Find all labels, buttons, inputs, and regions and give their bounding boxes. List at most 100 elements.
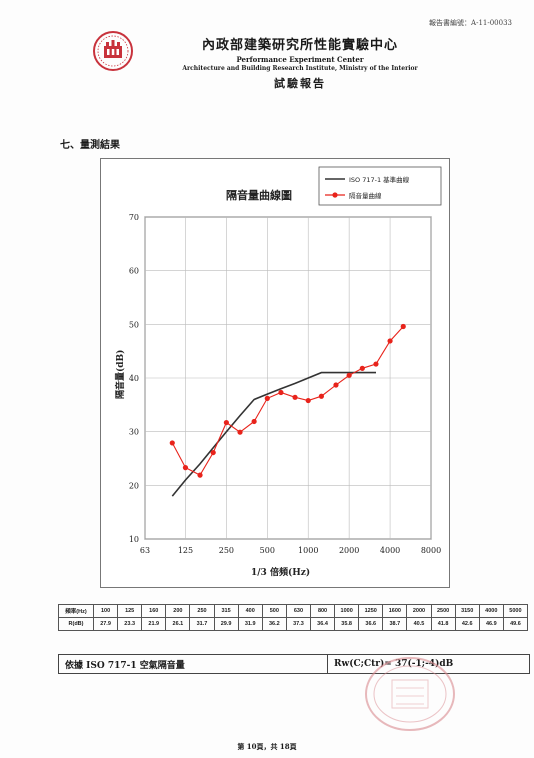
table-row-head-r: R(dB) — [58, 617, 94, 631]
y-tick-label: 60 — [129, 267, 139, 276]
table-cell-frequency: 1000 — [334, 604, 360, 618]
x-tick-label: 1000 — [298, 546, 318, 555]
rating-result: 依據 ISO 717-1 空氣隔音量 Rw(C;Ctr)= 37(-1;-4)d… — [58, 654, 530, 674]
table-cell-value: 26.1 — [165, 617, 191, 631]
table-cell-value: 46.9 — [478, 617, 504, 631]
table-cell-value: 23.3 — [117, 617, 143, 631]
table-cell-frequency: 500 — [261, 604, 287, 618]
official-seal-icon — [365, 657, 455, 731]
chart-xlabel: 1/3 倍頻(Hz) — [251, 566, 310, 578]
chart-grid — [144, 216, 432, 540]
table-cell-frequency: 160 — [141, 604, 167, 618]
table-cell-value: 27.9 — [92, 617, 119, 631]
table-cell-value: 37.3 — [285, 617, 311, 631]
chart-title: 隔音量曲線圖 — [226, 188, 292, 202]
table-row-head-frequency: 頻率(Hz) — [58, 604, 94, 618]
table-cell-frequency: 1250 — [358, 604, 384, 618]
y-tick-label: 40 — [129, 374, 139, 383]
y-tick-label: 20 — [129, 481, 139, 490]
data-point — [305, 397, 311, 404]
org-parent-english: Architecture and Building Research Insti… — [182, 65, 418, 72]
legend-entry-reference: ISO 717-1 基準曲線 — [349, 175, 410, 184]
data-point — [251, 418, 257, 425]
rating-label: 依據 ISO 717-1 空氣隔音量 — [65, 660, 185, 671]
x-tick-label: 125 — [178, 546, 193, 555]
page-number: 第 10頁，共 18頁 — [237, 742, 297, 751]
x-tick-label: 63 — [140, 546, 150, 555]
table-cell-value: 42.6 — [454, 617, 480, 631]
table-cell-frequency: 250 — [189, 604, 215, 618]
table-row-frequency: 頻率(Hz) 100 125 160 200 250 315 400 500 630 800 100… — [58, 604, 529, 618]
data-point — [182, 465, 189, 471]
table-cell-value: 29.9 — [213, 617, 239, 631]
table-cell-value: 36.2 — [261, 617, 287, 631]
y-tick-label: 70 — [129, 213, 139, 222]
data-point — [387, 338, 393, 344]
data-point — [373, 361, 379, 367]
data-point — [237, 429, 243, 435]
table-cell-frequency: 800 — [309, 604, 336, 618]
chart-ylabel: 隔音量(dB) — [114, 350, 126, 399]
legend-entry-measured: 隔音量曲線 — [349, 191, 382, 200]
table-cell-value: 35.8 — [334, 617, 360, 631]
x-tick-label: 8000 — [421, 546, 441, 555]
data-point — [318, 393, 325, 399]
table-cell-value: 36.6 — [358, 617, 384, 631]
table-cell-frequency: 3150 — [454, 604, 480, 618]
data-point — [346, 372, 352, 378]
x-tick-label: 4000 — [380, 546, 400, 555]
chart-legend: ISO 717-1 基準曲線 隔音量曲線 — [318, 166, 442, 206]
table-cell-value: 40.5 — [406, 617, 432, 631]
chart-series — [169, 323, 406, 497]
report-number: 報告書編號：A-11-00033 — [429, 19, 512, 27]
table-cell-value: 31.9 — [237, 617, 263, 631]
table-cell-frequency: 4000 — [478, 604, 504, 618]
report-header: 內政部建築研究所性能實驗中心 Performance Experiment Ce… — [150, 34, 450, 91]
table-cell-frequency: 200 — [165, 604, 191, 618]
table-cell-value: 49.6 — [502, 617, 529, 631]
series-line-reference — [171, 371, 376, 497]
org-name-chinese: 內政部建築研究所性能實驗中心 — [201, 38, 398, 53]
table-cell-frequency: 5000 — [502, 604, 529, 618]
data-point — [223, 419, 229, 426]
table-cell-frequency: 2500 — [430, 604, 456, 618]
table-row-values: R(dB) 27.9 23.3 21.9 26.1 31.7 29.9 31.9 36.2 37… — [58, 617, 529, 631]
data-point — [278, 389, 284, 396]
chart-frame: 10 20 30 40 50 60 70 63 125 250 500 1000 2000 4000 800… — [100, 158, 450, 588]
x-tick-label: 250 — [219, 546, 234, 555]
x-tick-label: 2000 — [339, 546, 359, 555]
table-cell-value: 31.7 — [189, 617, 215, 631]
data-point — [197, 472, 203, 478]
data-point — [292, 394, 298, 400]
sound-insulation-chart: 10 20 30 40 50 60 70 63 125 250 500 1000 2000 4000 800… — [114, 166, 442, 578]
table-cell-frequency: 400 — [237, 604, 263, 618]
y-tick-label: 50 — [129, 320, 139, 329]
data-point — [333, 382, 339, 388]
institute-logo-icon — [93, 31, 133, 71]
table-cell-value: 41.8 — [430, 617, 456, 631]
y-tick-label: 30 — [129, 428, 139, 437]
table-cell-frequency: 2000 — [406, 604, 432, 618]
table-cell-frequency: 315 — [213, 604, 239, 618]
data-point — [210, 449, 216, 456]
table-cell-frequency: 1600 — [382, 604, 408, 618]
data-point — [400, 323, 406, 330]
data-point — [264, 395, 270, 401]
x-tick-label: 500 — [260, 546, 275, 555]
table-cell-frequency: 125 — [117, 604, 143, 618]
org-name-english: Performance Experiment Center — [236, 55, 364, 64]
chart-tick-labels: 10 20 30 40 50 60 70 63 125 250 500 1000 2000 4000 800… — [129, 213, 441, 555]
frequency-data-table: 頻率(Hz) 100 125 160 200 250 315 400 500 630 800 100… — [58, 604, 529, 631]
rating-value: Rw(C;Ctr)= 37(-1;-4)dB — [327, 655, 529, 673]
data-point — [169, 440, 175, 446]
data-point — [359, 365, 365, 371]
report-title: 試驗報告 — [274, 77, 326, 90]
section-title: 七、量測結果 — [60, 140, 120, 151]
y-tick-label: 10 — [129, 535, 139, 544]
table-cell-value: 38.7 — [382, 617, 408, 631]
table-cell-value: 36.4 — [309, 617, 336, 631]
table-cell-frequency: 100 — [92, 604, 119, 618]
table-cell-frequency: 630 — [285, 604, 311, 618]
table-cell-value: 21.9 — [141, 617, 167, 631]
